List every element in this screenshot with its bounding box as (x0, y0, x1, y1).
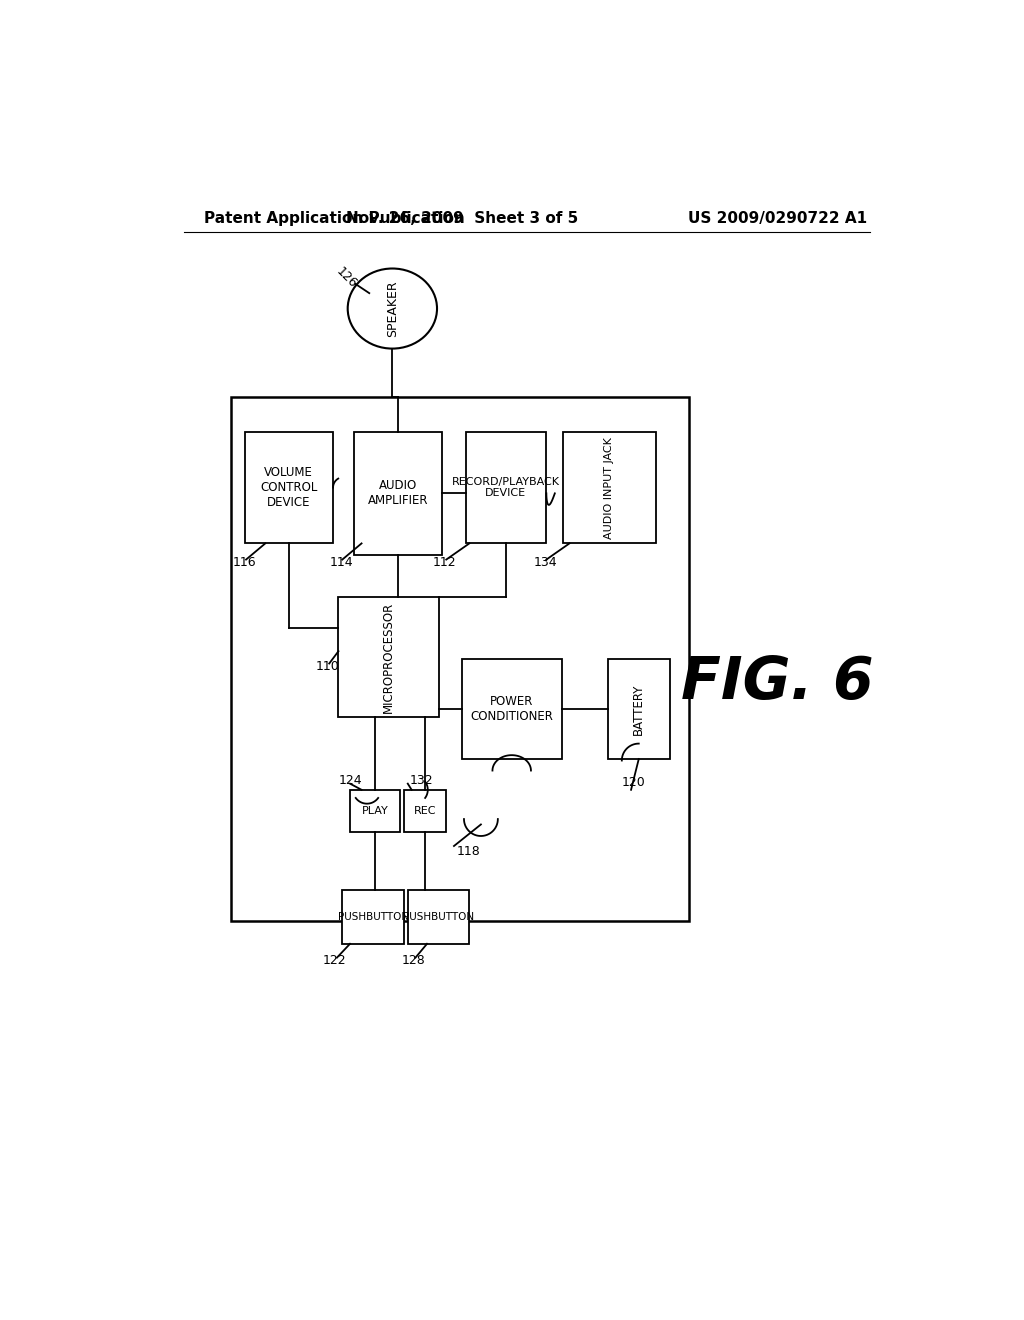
Text: PLAY: PLAY (361, 807, 388, 816)
Text: 132: 132 (410, 774, 434, 787)
Text: 116: 116 (233, 556, 257, 569)
Bar (339, 597, 438, 717)
Bar (466, 432, 547, 544)
Bar (342, 890, 403, 944)
Text: 126: 126 (333, 265, 359, 290)
Text: US 2009/0290722 A1: US 2009/0290722 A1 (688, 211, 867, 226)
Text: 112: 112 (433, 556, 457, 569)
Text: 110: 110 (315, 660, 339, 673)
Text: FIG. 6: FIG. 6 (681, 653, 873, 710)
Text: 134: 134 (534, 556, 557, 569)
Text: BATTERY: BATTERY (632, 684, 645, 735)
Text: 118: 118 (457, 845, 480, 858)
Text: 114: 114 (330, 556, 353, 569)
Text: Nov. 26, 2009  Sheet 3 of 5: Nov. 26, 2009 Sheet 3 of 5 (345, 211, 578, 226)
Text: AUDIO
AMPLIFIER: AUDIO AMPLIFIER (368, 479, 428, 507)
Bar (230, 397, 689, 921)
Ellipse shape (348, 268, 437, 348)
Bar (245, 432, 333, 544)
Text: 120: 120 (622, 776, 645, 788)
Text: POWER
CONDITIONER: POWER CONDITIONER (470, 694, 553, 723)
Text: VOLUME
CONTROL
DEVICE: VOLUME CONTROL DEVICE (260, 466, 317, 510)
Text: RECORD/PLAYBACK
DEVICE: RECORD/PLAYBACK DEVICE (452, 477, 560, 499)
Text: MICROPROCESSOR: MICROPROCESSOR (382, 602, 395, 713)
Bar (354, 432, 442, 554)
Text: PUSHBUTTON: PUSHBUTTON (403, 912, 474, 921)
Text: PUSHBUTTON: PUSHBUTTON (338, 912, 409, 921)
Text: SPEAKER: SPEAKER (386, 280, 399, 337)
Text: REC: REC (414, 807, 436, 816)
Bar (608, 659, 670, 759)
Text: 124: 124 (339, 774, 362, 787)
Bar (408, 890, 469, 944)
Bar (563, 432, 655, 544)
Text: 122: 122 (323, 954, 347, 968)
Text: AUDIO INPUT JACK: AUDIO INPUT JACK (604, 437, 614, 539)
Text: Patent Application Publication: Patent Application Publication (204, 211, 465, 226)
Bar (462, 659, 562, 759)
Bar (403, 789, 446, 832)
Text: 128: 128 (401, 954, 425, 968)
Bar (350, 789, 400, 832)
